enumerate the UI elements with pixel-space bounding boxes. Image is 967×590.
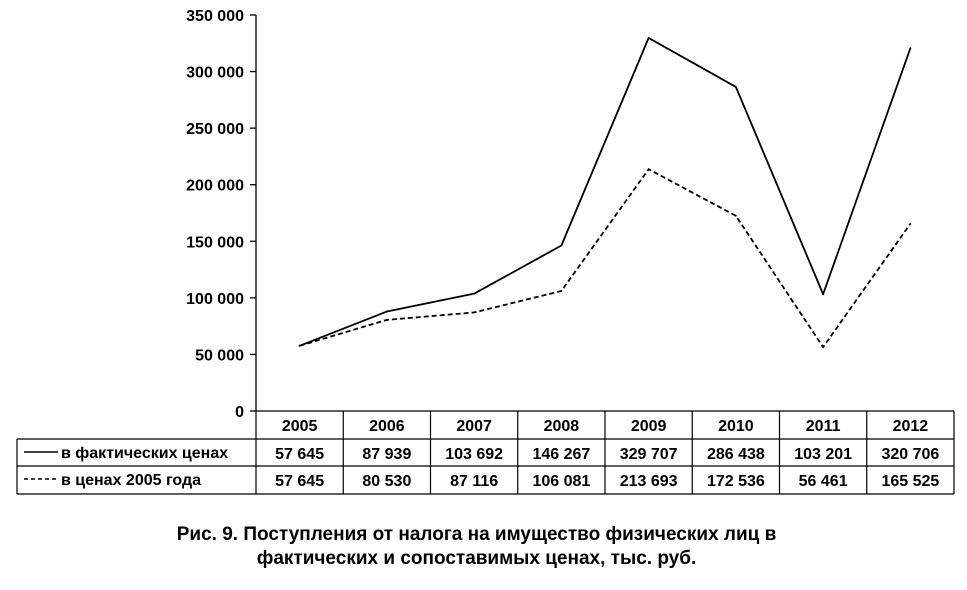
x-category-label: 2008 (544, 418, 580, 435)
x-category-label: 2012 (893, 418, 929, 435)
data-label-series-1: 87 939 (362, 446, 411, 463)
x-category-label: 2005 (282, 418, 318, 435)
data-label-series-2: 57 645 (275, 473, 324, 490)
data-label-series-1: 57 645 (275, 446, 324, 463)
data-label-series-2: 165 525 (881, 473, 939, 490)
y-axis: 0 50 000 100 000 150 000 200 000 250 000 300 0… (186, 8, 257, 421)
x-category-label: 2009 (631, 418, 667, 435)
data-point-series-1 (909, 47, 912, 50)
x-category-label: 2011 (806, 418, 841, 435)
data-point-series-2 (560, 290, 563, 292)
data-label-series-1: 320 706 (881, 446, 939, 463)
y-tick-label: 300 000 (186, 65, 244, 82)
data-label-series-2: 87 116 (450, 473, 498, 490)
data-point-series-1 (647, 37, 650, 39)
y-tick-label: 0 (235, 404, 244, 421)
data-table: 2005 2006 2007 2008 2009 2010 2011 2012 в фактич… (16, 410, 955, 495)
figure-caption-line-2: фактических и сопоставимых ценах, тыс. р… (256, 548, 697, 569)
data-label-series-2: 106 081 (532, 473, 590, 490)
data-point-series-1 (385, 310, 388, 313)
data-label-series-1: 286 438 (707, 446, 765, 463)
data-point-series-2 (385, 318, 388, 321)
x-category-label: 2010 (718, 418, 754, 435)
data-point-series-2 (909, 222, 912, 225)
data-label-series-2: 213 693 (620, 473, 678, 490)
data-label-series-1: 103 201 (794, 446, 852, 463)
y-tick-label: 200 000 (186, 178, 244, 195)
series-line-1 (299, 37, 912, 347)
data-point-series-2 (822, 346, 825, 349)
data-point-series-1 (560, 244, 563, 247)
y-tick-label: 100 000 (186, 291, 244, 308)
series-lines (298, 37, 912, 349)
data-point-series-2 (473, 311, 476, 314)
data-point-series-1 (734, 86, 737, 88)
data-label-series-1: 329 707 (620, 446, 678, 463)
data-label-series-2: 80 530 (362, 473, 411, 490)
legend-label-2: в ценах 2005 года (61, 472, 201, 489)
x-category-label: 2007 (456, 418, 492, 435)
line-chart: 0 50 000 100 000 150 000 200 000 250 000 300 0… (16, 8, 955, 495)
y-tick-label: 250 000 (186, 121, 244, 138)
data-point-series-2 (647, 168, 650, 171)
legend-label-1: в фактических ценах (61, 445, 228, 462)
data-point-series-1 (473, 292, 476, 295)
x-category-label: 2006 (369, 418, 405, 435)
y-tick-label: 350 000 (186, 8, 244, 25)
data-label-series-2: 172 536 (707, 473, 765, 490)
series-line-2 (299, 168, 912, 349)
data-point-series-1 (822, 293, 825, 296)
figure-caption-line-1: Рис. 9. Поступления от налога на имущест… (176, 524, 777, 545)
data-label-series-1: 146 267 (532, 446, 590, 463)
data-label-series-1: 103 692 (445, 446, 503, 463)
data-point-series-2 (298, 344, 301, 347)
data-point-series-2 (734, 214, 737, 217)
y-tick-label: 150 000 (186, 234, 244, 251)
y-tick-label: 50 000 (195, 347, 244, 364)
data-label-series-2: 56 461 (799, 473, 848, 490)
